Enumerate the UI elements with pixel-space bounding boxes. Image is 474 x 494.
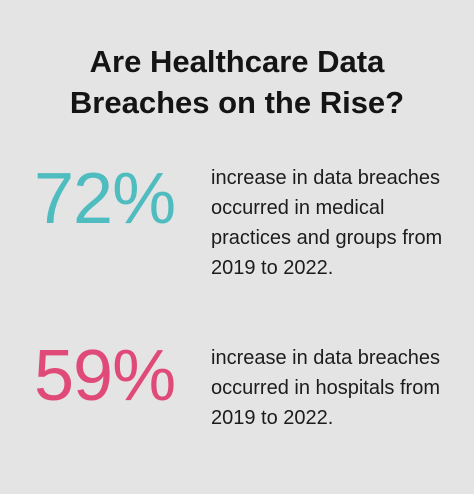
title-line-2: Breaches on the Rise? [69, 85, 405, 120]
stat-description: increase in data breaches occurred in me… [211, 167, 443, 279]
stat-value: 72% [34, 159, 176, 239]
title-line-1: Are Healthcare Data [89, 44, 385, 79]
stat-description: increase in data breaches occurred in ho… [211, 347, 441, 429]
stat-value: 59% [34, 336, 176, 416]
page-title: Are Healthcare Data Breaches on the Rise… [0, 41, 474, 123]
